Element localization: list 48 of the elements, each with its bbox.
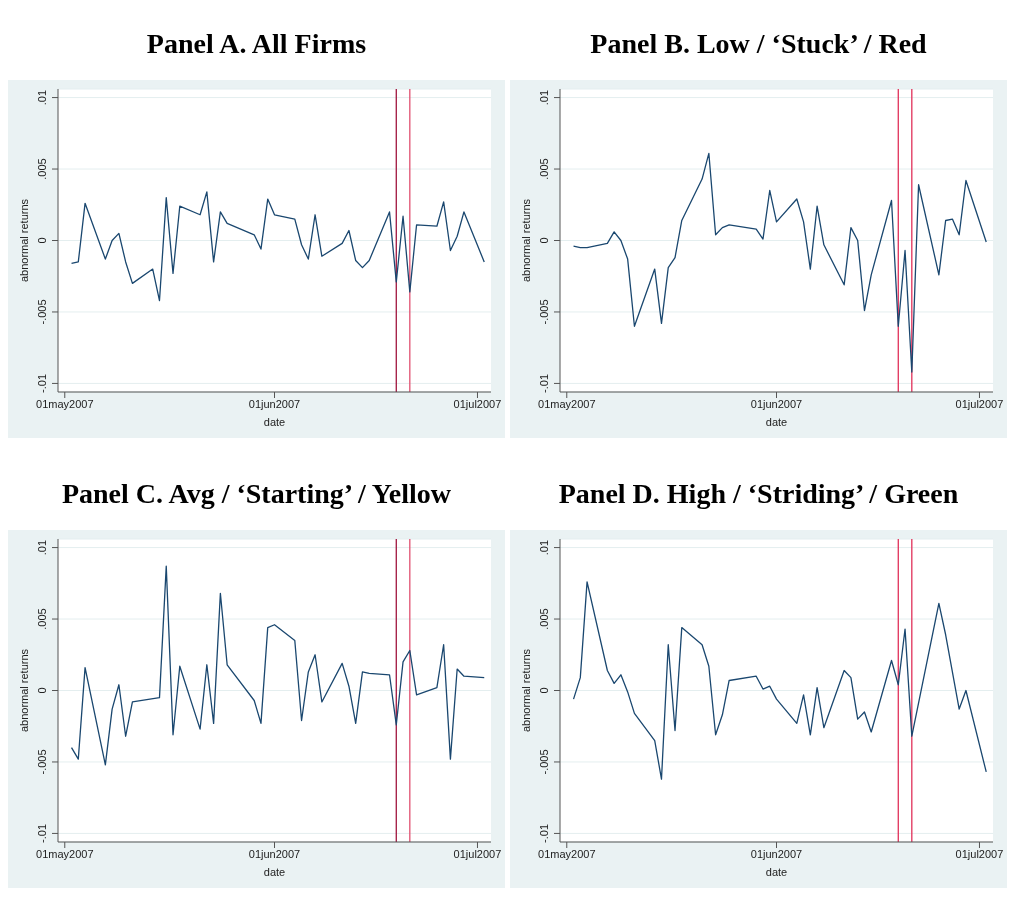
x-tick-label: 01jun2007 xyxy=(750,847,803,860)
line-series xyxy=(70,565,485,766)
y-axis-title: abnormal returns xyxy=(519,648,532,733)
chart-title: Panel C. Avg / ‘Starting’ / Yellow xyxy=(60,477,453,511)
x-tick-label: 01may2007 xyxy=(538,847,596,860)
x-tick-label: 01may2007 xyxy=(36,847,94,860)
line-series xyxy=(572,581,987,780)
y-tick-label: .01 xyxy=(538,89,550,106)
y-tick-label: 0 xyxy=(538,237,550,244)
y-tick-label: -.005 xyxy=(36,299,48,325)
chart-title: Panel B. Low / ‘Stuck’ / Red xyxy=(589,27,928,61)
y-axis-title: abnormal returns xyxy=(519,198,532,283)
y-tick-label: .01 xyxy=(36,539,48,556)
y-tick-label: -.01 xyxy=(538,823,550,843)
x-tick-label: 01jun2007 xyxy=(248,847,301,860)
y-tick-label: -.01 xyxy=(538,373,550,393)
x-tick-label: 01jul2007 xyxy=(453,847,502,860)
y-tick-label: 0 xyxy=(36,237,48,244)
y-tick-label: -.01 xyxy=(36,373,48,393)
line-series xyxy=(70,191,485,302)
x-axis-title: date xyxy=(263,866,286,878)
x-tick-label: 01jul2007 xyxy=(453,397,502,410)
y-tick-label: .005 xyxy=(538,608,550,630)
y-tick-label: 0 xyxy=(36,687,48,694)
y-tick-label: .01 xyxy=(36,89,48,106)
x-tick-label: 01jun2007 xyxy=(750,397,803,410)
y-tick-label: .005 xyxy=(36,608,48,630)
x-tick-label: 01may2007 xyxy=(538,397,596,410)
y-tick-label: 0 xyxy=(538,687,550,694)
x-axis-title: date xyxy=(765,866,788,878)
y-axis-title: abnormal returns xyxy=(17,648,30,733)
y-tick-label: .01 xyxy=(538,539,550,556)
x-tick-label: 01jun2007 xyxy=(248,397,301,410)
chart-title: Panel D. High / ‘Striding’ / Green xyxy=(557,477,960,511)
x-tick-label: 01jul2007 xyxy=(955,847,1004,860)
x-tick-label: 01jul2007 xyxy=(955,397,1004,410)
y-tick-label: -.005 xyxy=(538,299,550,325)
x-axis-title: date xyxy=(263,416,286,428)
chart-title: Panel A. All Firms xyxy=(145,27,368,61)
x-tick-label: 01may2007 xyxy=(36,397,94,410)
x-axis-title: date xyxy=(765,416,788,428)
y-tick-label: .005 xyxy=(36,158,48,180)
y-axis-title: abnormal returns xyxy=(17,198,30,283)
y-tick-label: -.005 xyxy=(538,749,550,775)
y-tick-label: -.01 xyxy=(36,823,48,843)
y-tick-label: -.005 xyxy=(36,749,48,775)
line-series xyxy=(572,152,987,373)
y-tick-label: .005 xyxy=(538,158,550,180)
